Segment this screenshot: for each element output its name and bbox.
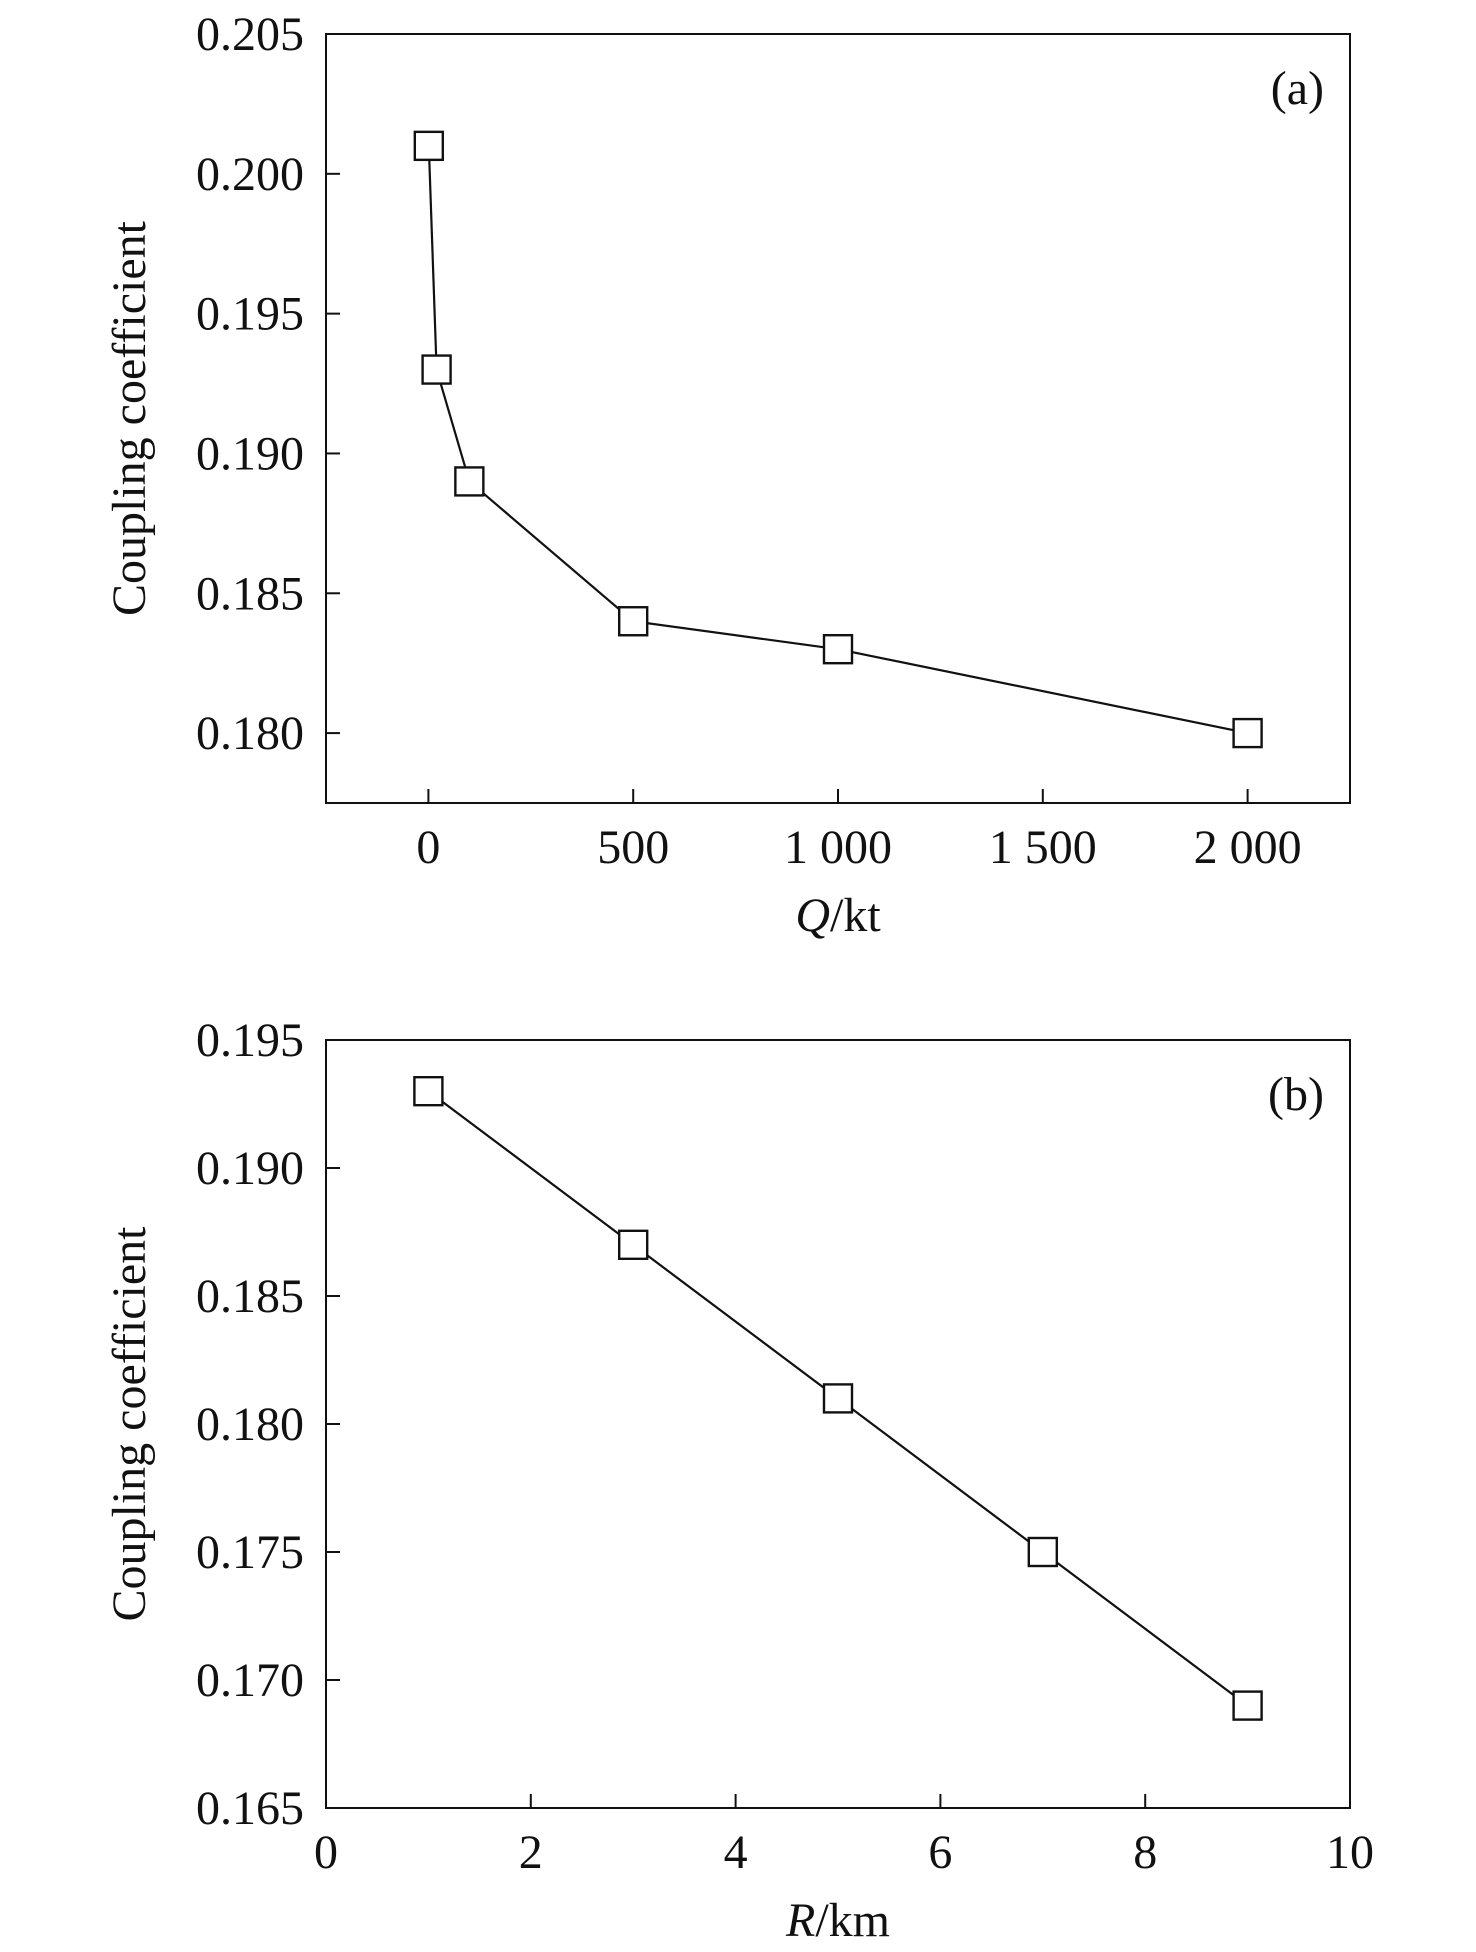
y-tick-label: 0.185 (196, 1270, 304, 1323)
x-tick-label: 1 500 (989, 821, 1097, 874)
y-tick-label: 0.190 (196, 427, 304, 480)
y-tick-label: 0.175 (196, 1526, 304, 1579)
data-point (1232, 717, 1263, 749)
panel-b: 0 2 4 6 8 10 0.165 0.170 0.175 0.180 0.185 0.190 0.1… (103, 1014, 1374, 1947)
x-tick-label: 6 (928, 1826, 952, 1879)
data-point (618, 1229, 649, 1261)
y-tick-label: 0.180 (196, 1398, 304, 1451)
y-axis-title: Coupling coefficient (103, 1226, 156, 1622)
panel-label: (a) (1271, 62, 1324, 115)
y-tick-label: 0.200 (196, 148, 304, 201)
x-axis-title: Q/kt (795, 889, 881, 942)
data-point (1232, 1690, 1263, 1721)
data-point (413, 130, 445, 162)
x-axis-variable: R (785, 1894, 815, 1947)
x-tick-label: 1 000 (784, 821, 892, 874)
x-axis-title: R/km (785, 1894, 890, 1947)
data-point (1027, 1536, 1059, 1568)
y-tick-label: 0.185 (196, 567, 304, 620)
data-point (618, 606, 649, 637)
plot-frame (325, 33, 1351, 804)
series-line (427, 145, 1248, 735)
plot-frame (325, 1039, 1351, 1809)
data-point (822, 1383, 854, 1414)
y-tick-label: 0.205 (196, 8, 304, 61)
data-point (454, 466, 485, 497)
y-tick-label: 0.170 (196, 1654, 304, 1707)
y-tick-label: 0.180 (196, 707, 304, 760)
y-tick-label: 0.195 (196, 288, 304, 341)
x-tick-label: 4 (724, 1826, 748, 1879)
y-axis-title: Coupling coefficient (103, 220, 156, 616)
data-point (421, 354, 452, 385)
x-tick-label: 500 (597, 821, 669, 874)
x-axis-unit: /kt (830, 889, 881, 942)
x-tick-label: 8 (1133, 1826, 1157, 1879)
x-axis-variable: Q (795, 889, 830, 942)
x-tick-label: 2 (519, 1826, 543, 1879)
data-point (822, 634, 854, 665)
panel-a: 0 500 1 000 1 500 2 000 0.180 0.185 0.190 0.195 0… (103, 8, 1351, 942)
panel-label: (b) (1268, 1068, 1324, 1121)
y-tick-label: 0.195 (196, 1014, 304, 1067)
x-tick-label: 0 (416, 821, 440, 874)
x-tick-label: 10 (1326, 1826, 1374, 1879)
y-tick-label: 0.165 (196, 1782, 304, 1835)
data-point (413, 1075, 444, 1107)
y-tick-label: 0.190 (196, 1142, 304, 1195)
x-tick-label: 2 000 (1194, 821, 1302, 874)
x-axis-unit: /km (815, 1894, 890, 1947)
x-tick-label: 0 (314, 1826, 338, 1879)
